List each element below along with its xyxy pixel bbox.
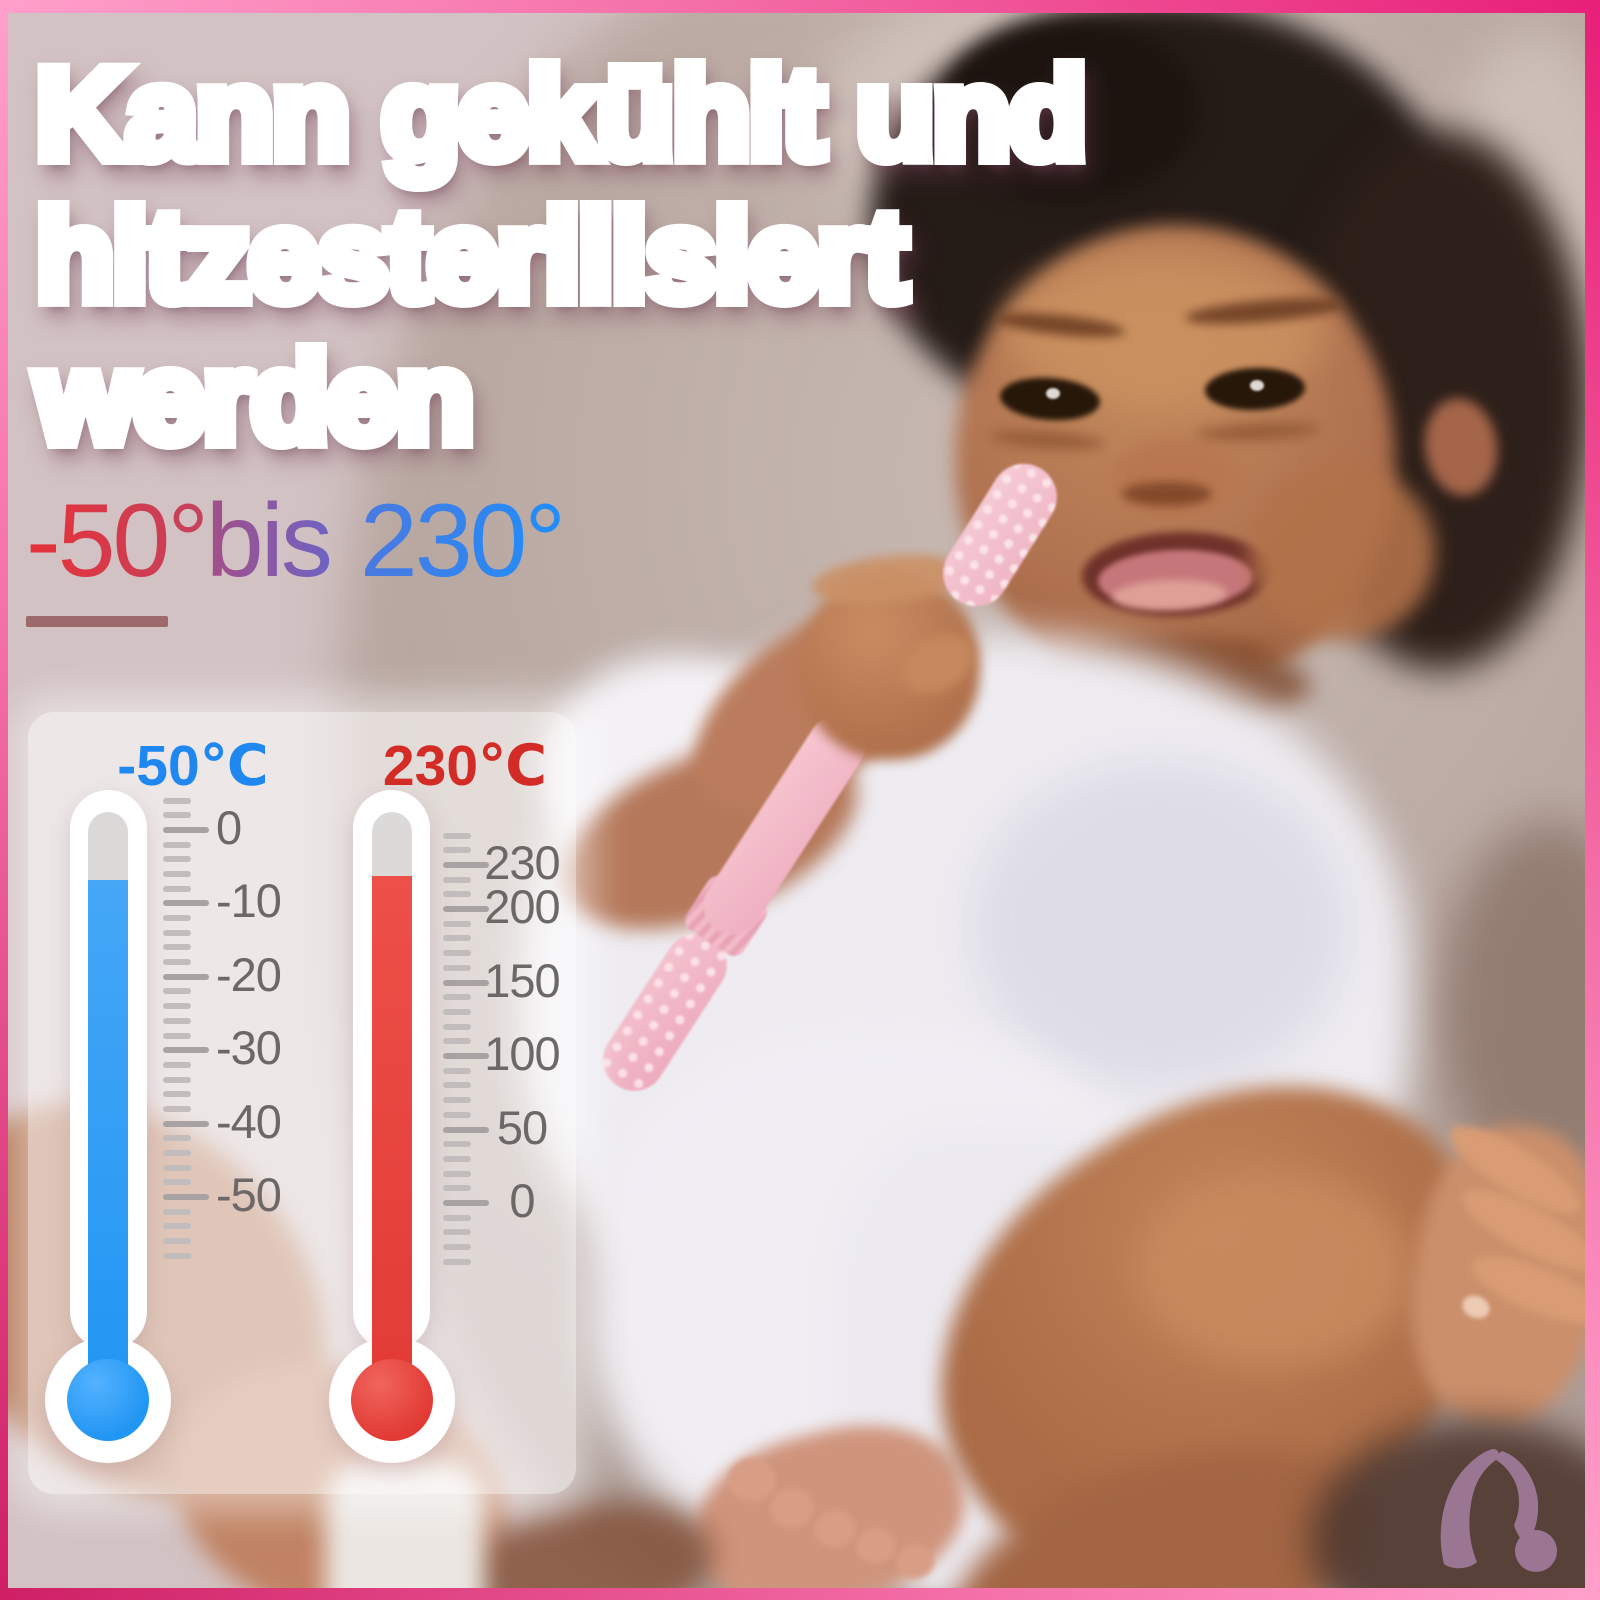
logo-dot	[1515, 1530, 1557, 1572]
scale-tick	[443, 1008, 471, 1015]
brand-logo-icon	[1440, 1449, 1557, 1572]
scale-tick	[443, 1185, 471, 1192]
scale-tick	[443, 847, 471, 854]
scale-number: 100	[484, 1027, 560, 1080]
headline-line-1: Kann gekühlt und	[36, 44, 1087, 187]
scale-tick	[443, 832, 471, 839]
scale-tick	[443, 994, 471, 1001]
scale-tick	[443, 1244, 471, 1251]
scale-tick	[443, 1097, 471, 1104]
hot-bulb-fluid	[351, 1359, 433, 1441]
range-connector: bis	[205, 483, 333, 599]
headline-line-2: hitzesterilisiert	[36, 186, 1085, 329]
logo-left-limb	[1440, 1449, 1499, 1569]
scale-tick	[443, 1023, 471, 1030]
scale-tick	[443, 1141, 471, 1148]
headline-line-3: werden	[36, 328, 1085, 471]
scale-number: 230	[484, 835, 560, 889]
scale-tick	[443, 1258, 471, 1265]
scale-tick	[443, 1111, 471, 1118]
headline: Kann gekühlt und hitzesterilisiert werde…	[36, 44, 1087, 471]
scale-tick	[443, 876, 471, 883]
cold-bulb-fluid	[67, 1359, 149, 1441]
scale-tick	[443, 964, 471, 971]
range-underline	[26, 616, 168, 627]
scale-number: 0	[509, 1174, 535, 1227]
temperature-range-text: -50°bis 230°	[26, 482, 566, 601]
scale-number: 150	[484, 953, 560, 1007]
range-cold-value: -50°	[26, 483, 209, 599]
scale-tick	[443, 935, 471, 942]
scale-tick	[443, 1067, 471, 1074]
scale-tick	[443, 1214, 471, 1221]
scale-tick	[443, 950, 471, 957]
scale-tick	[443, 1038, 471, 1045]
scale-tick	[443, 891, 471, 898]
scale-tick	[443, 1082, 471, 1089]
scale-tick	[443, 920, 471, 927]
range-hot-value: 230°	[359, 483, 566, 599]
scale-tick	[443, 1229, 471, 1236]
scale-tick	[443, 1170, 471, 1177]
scale-tick	[443, 1155, 471, 1162]
scale-number: 50	[496, 1100, 548, 1154]
